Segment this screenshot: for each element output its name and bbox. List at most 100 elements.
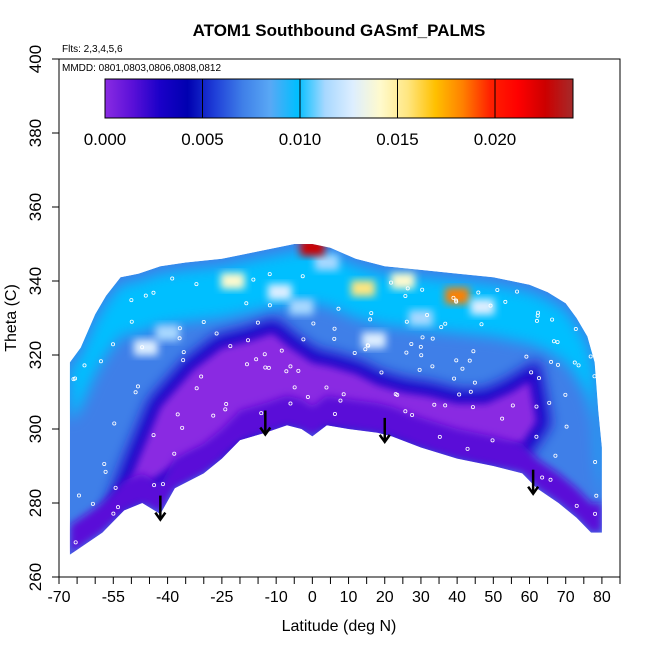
sample-point xyxy=(534,318,539,323)
sample-point xyxy=(73,540,78,545)
y-axis-label: Theta (C) xyxy=(3,284,20,352)
sample-point xyxy=(548,477,553,482)
high-value-patch xyxy=(314,254,339,271)
sample-point xyxy=(181,358,186,363)
sample-point xyxy=(112,421,117,426)
sample-point xyxy=(410,413,415,418)
y-tick-label: 340 xyxy=(26,267,45,295)
x-tick-label: -70 xyxy=(47,589,70,606)
high-value-patch xyxy=(470,298,495,315)
high-value-patch xyxy=(133,339,158,356)
y-tick-label: 400 xyxy=(26,45,45,73)
sample-point xyxy=(468,389,473,394)
sample-point xyxy=(341,392,346,397)
x-tick-label: -10 xyxy=(265,589,288,606)
sample-point xyxy=(547,400,552,405)
sample-point xyxy=(451,295,456,300)
sample-point xyxy=(177,326,182,331)
sample-point xyxy=(305,394,310,399)
sample-point xyxy=(594,493,599,498)
sample-point xyxy=(292,385,297,390)
y-tick-label: 280 xyxy=(26,489,45,517)
sample-point xyxy=(336,306,341,311)
x-tick-label: 0 xyxy=(308,589,317,606)
sample-point xyxy=(332,411,337,416)
sample-point xyxy=(476,290,481,295)
sample-point xyxy=(296,368,301,373)
sample-point xyxy=(529,370,534,375)
sample-point xyxy=(479,322,484,327)
sample-point xyxy=(160,482,165,487)
sample-point xyxy=(574,503,579,508)
sample-point xyxy=(223,407,228,412)
high-value-patch xyxy=(267,284,292,301)
sample-point xyxy=(454,298,459,303)
high-value-patch xyxy=(289,298,314,315)
colorbar-tick-label: 0.010 xyxy=(279,130,322,149)
sample-point xyxy=(379,370,384,375)
colorbar-bar xyxy=(104,78,574,119)
sample-point xyxy=(103,469,108,474)
sample-point xyxy=(405,286,410,291)
arrow-markers xyxy=(154,410,540,522)
sample-point xyxy=(111,511,116,516)
sample-point xyxy=(311,321,316,326)
sample-point xyxy=(430,364,435,369)
heatmap-envelope xyxy=(69,244,602,555)
colorbar: 0.000 0.005 0.010 0.015 0.020 xyxy=(84,78,574,149)
plot-frame xyxy=(58,58,621,578)
sample-point xyxy=(279,348,284,353)
colorbar-tick-label: 0.000 xyxy=(84,130,127,149)
x-axis: -70 -55 -40 -25 -10 0 10 20 30 40 50 60 70 80 xyxy=(47,577,621,606)
sample-point xyxy=(73,376,78,381)
sample-point xyxy=(170,276,175,281)
flights-annotation: Flts: 2,3,4,5,6 xyxy=(62,44,123,55)
x-tick-label: 80 xyxy=(593,589,611,606)
sample-point xyxy=(251,277,256,282)
x-tick-label: -55 xyxy=(102,589,125,606)
colorbar-tick-label: 0.015 xyxy=(376,130,419,149)
sample-point xyxy=(488,303,493,308)
x-tick-label: 10 xyxy=(340,589,358,606)
y-axis: 260 280 300 320 340 360 380 400 xyxy=(26,45,59,591)
x-tick-label: 60 xyxy=(521,589,539,606)
sample-point xyxy=(452,376,457,381)
sample-point xyxy=(417,367,422,372)
sample-point xyxy=(363,347,368,352)
sample-point xyxy=(524,354,529,359)
sample-point xyxy=(534,404,539,409)
x-tick-label: 50 xyxy=(484,589,502,606)
sample-point xyxy=(111,342,116,347)
high-value-patch xyxy=(220,273,245,289)
arrow-marker xyxy=(378,417,391,445)
sample-point xyxy=(389,280,394,285)
sample-point xyxy=(418,344,423,349)
sample-point xyxy=(151,433,156,438)
sample-point xyxy=(332,326,337,331)
sample-point xyxy=(500,416,505,421)
sample-point xyxy=(98,359,103,364)
sample-point xyxy=(254,357,259,362)
arrow-marker xyxy=(527,469,540,496)
high-value-patch xyxy=(445,287,470,304)
y-tick-label: 320 xyxy=(26,341,45,369)
high-value-patch xyxy=(351,280,376,297)
sample-point xyxy=(175,412,180,417)
sample-point xyxy=(430,336,435,341)
sample-point xyxy=(90,501,95,506)
y-tick-label: 380 xyxy=(26,119,45,147)
sample-point xyxy=(550,317,555,322)
sample-point xyxy=(555,340,560,345)
sample-point xyxy=(503,299,508,304)
heatmap-field xyxy=(69,244,602,555)
field-upper-band xyxy=(69,251,602,555)
field-bottom-strip xyxy=(69,395,602,555)
sample-point xyxy=(551,339,556,344)
sample-point xyxy=(409,341,414,346)
arrow-marker xyxy=(259,410,272,437)
sample-point xyxy=(76,493,81,498)
sample-point xyxy=(214,331,219,336)
sample-point xyxy=(403,293,408,298)
sample-point xyxy=(259,411,264,416)
